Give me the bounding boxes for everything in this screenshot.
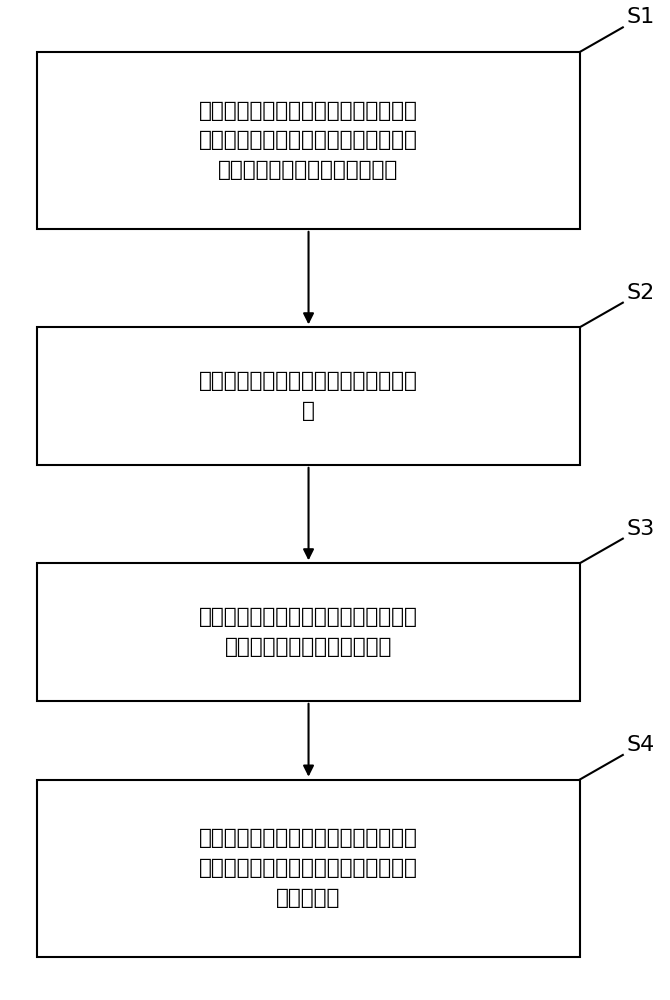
Text: 将间苯三酚分散至去离子水中，再加入
预处理的生物质粉，使其与间苯三酚充
分混合，得到分散均匀的混合液: 将间苯三酚分散至去离子水中，再加入 预处理的生物质粉，使其与间苯三酚充 分混合，… xyxy=(199,101,418,180)
Text: S3: S3 xyxy=(626,519,655,539)
FancyBboxPatch shape xyxy=(38,563,580,701)
FancyBboxPatch shape xyxy=(38,780,580,957)
FancyBboxPatch shape xyxy=(38,327,580,465)
Text: S4: S4 xyxy=(626,735,655,755)
Text: S2: S2 xyxy=(626,283,655,303)
Text: 将制备的含杂原子碳微球通过浸渍法负
载贵金属催化剂后，得到含杂原子碳微
球颗粒电极: 将制备的含杂原子碳微球通过浸渍法负 载贵金属催化剂后，得到含杂原子碳微 球颗粒电… xyxy=(199,828,418,908)
FancyBboxPatch shape xyxy=(38,52,580,229)
Text: 将混合液放入单模微波合成仪内进行水
解: 将混合液放入单模微波合成仪内进行水 解 xyxy=(199,371,418,421)
Text: 收集水解产物并将其煅烧、冷却，得到
生物质衍生的含杂原子碳微球: 收集水解产物并将其煅烧、冷却，得到 生物质衍生的含杂原子碳微球 xyxy=(199,607,418,657)
Text: S1: S1 xyxy=(626,7,655,27)
